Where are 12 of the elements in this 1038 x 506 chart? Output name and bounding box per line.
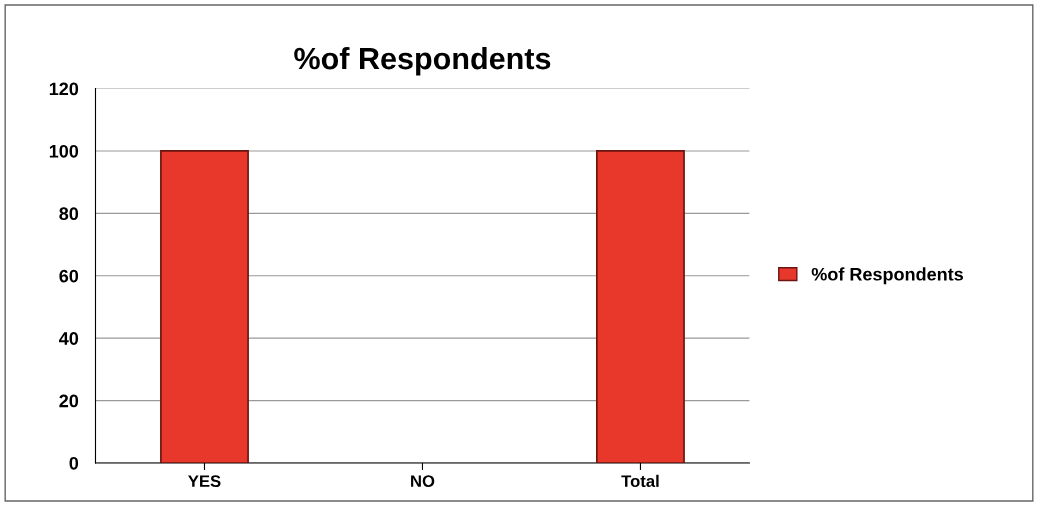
y-tick-label: 0 [69,456,79,470]
y-tick-label: 40 [59,332,79,345]
legend-label: %of Respondents [811,267,963,285]
y-tick-label: 80 [59,207,79,221]
y-tick-label: 20 [59,394,79,408]
y-tick-label: 100 [49,144,79,158]
y-tick-label: 120 [49,82,79,96]
y-tick-label: 60 [59,269,79,283]
x-tick-label: YES [188,475,221,488]
x-tick-label: Total [621,474,659,488]
x-tick-label: NO [411,475,435,488]
chart-title: %of Respondents [294,46,551,76]
